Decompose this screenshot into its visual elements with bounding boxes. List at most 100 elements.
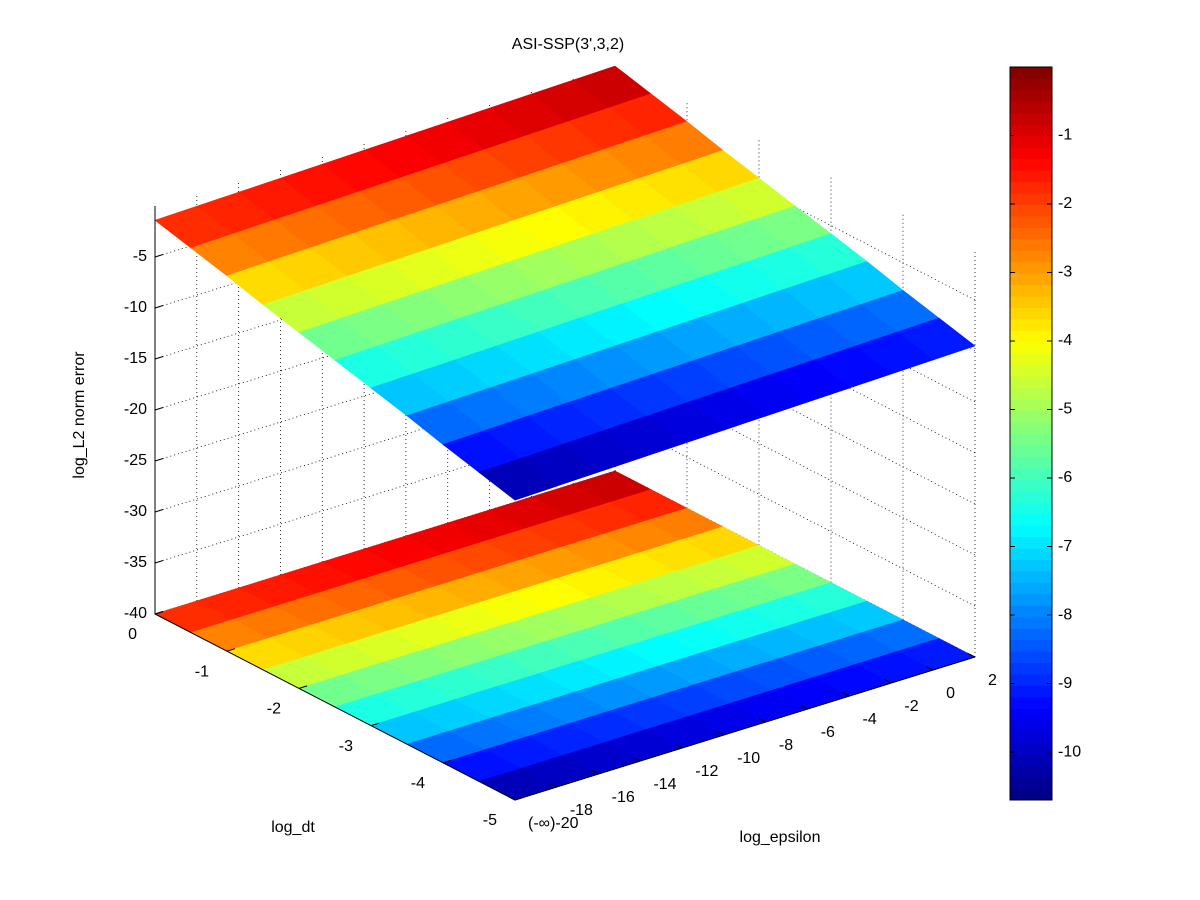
colorbar-tick-label: -3 — [1058, 264, 1072, 281]
x-tick — [154, 611, 164, 615]
colorbar-band — [1010, 204, 1052, 217]
colorbar-band — [1010, 330, 1052, 343]
colorbar-band — [1010, 548, 1052, 560]
colorbar-band — [1010, 570, 1052, 583]
colorbar-band — [1010, 296, 1052, 309]
colorbar-tick-label: -8 — [1058, 606, 1072, 623]
colorbar-tick-label: -5 — [1058, 401, 1072, 418]
colorbar-band — [1010, 78, 1052, 91]
z-axis-label: log_L2 norm error — [71, 351, 88, 479]
y-tick — [507, 795, 516, 801]
colorbar-band — [1010, 158, 1052, 171]
colorbar-tick-label: -6 — [1058, 469, 1072, 486]
colorbar-band — [1010, 719, 1052, 732]
colorbar-band — [1010, 467, 1052, 480]
colorbar-tick-label: -7 — [1058, 538, 1072, 555]
colorbar-band — [1010, 582, 1052, 595]
colorbar-band — [1010, 731, 1052, 744]
colorbar-band — [1010, 307, 1052, 320]
colorbar-band — [1010, 67, 1052, 79]
colorbar-band — [1010, 456, 1052, 469]
z-tick — [154, 356, 164, 360]
colorbar-band — [1010, 227, 1052, 240]
y-tick-label: -18 — [570, 802, 593, 819]
colorbar-band — [1010, 250, 1052, 263]
colorbar-band — [1010, 525, 1052, 538]
x-tick-label: -3 — [339, 738, 353, 755]
colorbar-band — [1010, 765, 1052, 778]
colorbar-band — [1010, 124, 1052, 137]
y-tick-label: -14 — [653, 776, 676, 793]
colorbar-band — [1010, 696, 1052, 709]
colorbar-band — [1010, 238, 1052, 251]
colorbar-band — [1010, 376, 1052, 389]
z-tick-label: -40 — [124, 605, 147, 622]
grid-line — [154, 419, 616, 564]
chart-title: ASI-SSP(3',3,2) — [512, 36, 624, 53]
colorbar-band — [1010, 112, 1052, 125]
colorbar-band — [1010, 788, 1052, 801]
z-tick — [154, 254, 164, 258]
colorbar-band — [1010, 754, 1052, 767]
z-tick-label: -25 — [124, 452, 147, 469]
y-tick-label: -10 — [737, 750, 760, 767]
colorbar-tick-label: -1 — [1058, 127, 1072, 144]
x-tick-label: 0 — [128, 626, 137, 643]
colorbar-band — [1010, 559, 1052, 572]
y-tick-label: -16 — [612, 789, 635, 806]
colorbar-band — [1010, 89, 1052, 102]
colorbar-band — [1010, 353, 1052, 366]
z-tick — [154, 509, 164, 513]
y-tick-label: -12 — [695, 763, 718, 780]
colorbar-band — [1010, 399, 1052, 412]
y-tick — [591, 769, 599, 775]
colorbar-band — [1010, 341, 1052, 354]
y-tick — [800, 704, 808, 710]
colorbar-band — [1010, 273, 1052, 286]
colorbar-band — [1010, 639, 1052, 652]
z-tick-label: -15 — [124, 350, 147, 367]
colorbar-frame — [1009, 66, 1053, 801]
colorbar-band — [1010, 605, 1052, 618]
x-tick-label: -2 — [267, 701, 281, 718]
z-tick — [154, 560, 164, 564]
z-tick-label: -35 — [124, 554, 147, 571]
colorbar-band — [1010, 674, 1052, 686]
x-axis-label: log_dt — [271, 819, 315, 836]
colorbar-band — [1010, 444, 1052, 457]
y-tick — [884, 678, 892, 684]
y-tick — [842, 691, 850, 697]
y-tick — [675, 743, 683, 749]
colorbar-band — [1010, 284, 1052, 297]
colorbar-band — [1010, 410, 1052, 423]
colorbar-band — [1010, 513, 1052, 526]
colorbar-band — [1010, 181, 1052, 194]
colorbar-band — [1010, 502, 1052, 515]
y-tick-label: 0 — [946, 685, 955, 702]
colorbar-band — [1010, 490, 1052, 503]
colorbar-band — [1010, 616, 1052, 629]
z-tick — [154, 305, 164, 309]
z-tick-label: -20 — [124, 401, 147, 418]
colorbar-band — [1010, 261, 1052, 274]
y-tick-label: -4 — [863, 711, 877, 728]
colorbar-band — [1010, 742, 1052, 755]
colorbar-band — [1010, 433, 1052, 446]
surface — [478, 457, 558, 501]
colorbar-tick-label: -10 — [1058, 743, 1081, 760]
colorbar-band — [1010, 479, 1052, 492]
colorbar-band — [1010, 364, 1052, 377]
y-tick — [758, 717, 767, 723]
z-tick — [154, 458, 164, 462]
y-tick — [967, 652, 976, 658]
colorbar-band — [1010, 536, 1052, 549]
colorbar-band — [1010, 628, 1052, 641]
x-tick — [298, 685, 308, 689]
z-tick-label: -30 — [124, 503, 147, 520]
x-tick-label: -4 — [411, 775, 425, 792]
y-tick — [925, 665, 934, 671]
x-axis — [154, 613, 516, 801]
colorbar-tick-label: -9 — [1058, 675, 1072, 692]
y-tick-label: (-∞)-20 — [528, 815, 579, 832]
